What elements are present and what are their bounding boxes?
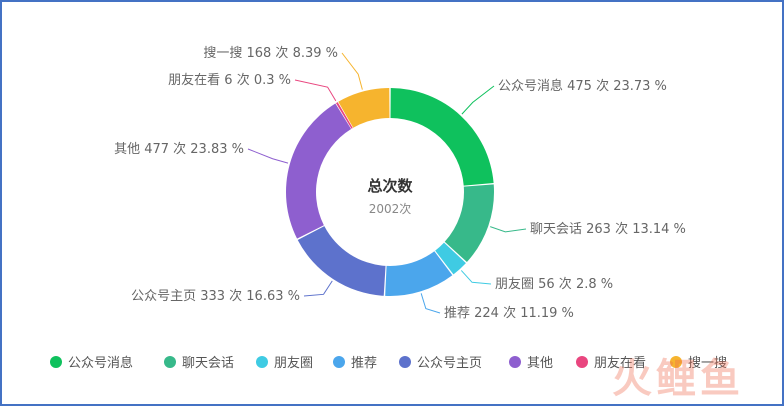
legend-label: 搜一搜: [688, 356, 728, 371]
slice-label-搜一搜: 搜一搜 168 次 8.39 %: [203, 45, 338, 61]
legend-dot-icon: [399, 355, 411, 368]
leader-line-其他: [247, 148, 289, 164]
chart-legend: 公众号消息 聊天会话 朋友圈 推荐 公众号主页 其他 朋友在看 搜一搜: [0, 352, 784, 374]
slice-label-朋友圈: 朋友圈 56 次 2.8 %: [495, 276, 613, 292]
legend-label: 其他: [527, 356, 554, 371]
slice-公众号消息[interactable]: [390, 88, 494, 186]
leader-line-推荐: [420, 293, 441, 314]
slice-label-聊天会话: 聊天会话 263 次 13.14 %: [530, 221, 686, 237]
slice-朋友圈[interactable]: [435, 242, 466, 275]
center-subtitle: 2002次: [369, 202, 412, 216]
legend-label: 公众号主页: [417, 356, 483, 371]
leader-line-搜一搜: [341, 52, 363, 90]
legend-label: 推荐: [351, 356, 378, 371]
label-leader-lines: [247, 52, 527, 314]
legend-item-朋友在看[interactable]: 朋友在看: [576, 352, 646, 371]
center-title: 总次数: [367, 177, 413, 195]
legend-item-其他[interactable]: 其他: [509, 352, 553, 371]
leader-line-朋友在看: [294, 79, 337, 102]
slice-label-其他: 其他 477 次 23.83 %: [114, 141, 244, 157]
legend-dot-icon: [50, 355, 62, 368]
slice-朋友在看[interactable]: [335, 102, 353, 129]
legend-item-公众号消息[interactable]: 公众号消息: [50, 352, 133, 371]
legend-item-搜一搜[interactable]: 搜一搜: [670, 352, 727, 371]
legend-label: 朋友在看: [594, 356, 647, 371]
slice-labels: 公众号消息 475 次 23.73 % 聊天会话 263 次 13.14 % 朋友圈…: [114, 45, 686, 321]
legend-item-推荐[interactable]: 推荐: [333, 352, 377, 371]
slice-label-公众号主页: 公众号主页 333 次 16.63 %: [131, 288, 300, 304]
slice-搜一搜[interactable]: [338, 88, 390, 128]
slice-label-公众号消息: 公众号消息 475 次 23.73 %: [498, 78, 667, 94]
legend-dot-icon: [333, 355, 345, 368]
leader-line-公众号消息: [461, 85, 495, 115]
legend-dot-icon: [509, 355, 521, 368]
legend-item-朋友圈[interactable]: 朋友圈: [256, 352, 313, 371]
leader-line-朋友圈: [460, 270, 492, 285]
legend-dot-icon: [670, 355, 682, 368]
slice-label-推荐: 推荐 224 次 11.19 %: [444, 305, 574, 321]
slice-推荐[interactable]: [385, 251, 453, 296]
slice-聊天会话[interactable]: [444, 184, 494, 263]
legend-label: 聊天会话: [182, 356, 235, 371]
legend-label: 朋友圈: [274, 356, 314, 371]
leader-line-聊天会话: [490, 226, 527, 233]
donut-slices: [286, 88, 494, 296]
legend-dot-icon: [576, 355, 588, 368]
watermark-logo: 火鲤鱼: [612, 356, 744, 402]
slice-其他[interactable]: [286, 103, 352, 239]
leader-line-公众号主页: [303, 280, 333, 297]
legend-dot-icon: [256, 355, 268, 368]
slice-公众号主页[interactable]: [297, 226, 386, 296]
legend-item-公众号主页[interactable]: 公众号主页: [399, 352, 482, 371]
slice-label-朋友在看: 朋友在看 6 次 0.3 %: [168, 72, 291, 88]
legend-item-聊天会话[interactable]: 聊天会话: [164, 352, 234, 371]
legend-label: 公众号消息: [68, 356, 134, 371]
legend-dot-icon: [164, 355, 176, 368]
